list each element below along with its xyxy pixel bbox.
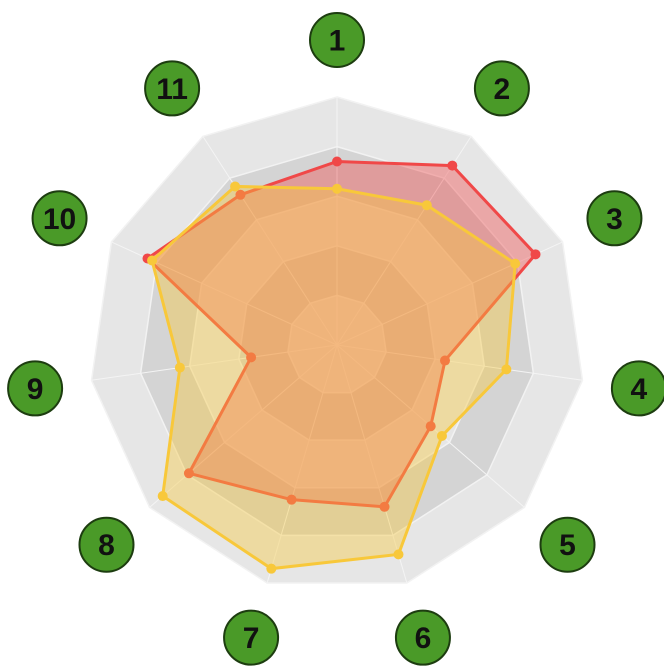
axis-label-badge: 2	[473, 60, 530, 117]
badge-circle	[539, 516, 596, 573]
axis-label-badge: 8	[78, 516, 135, 573]
spoke	[91, 344, 338, 381]
spoke	[266, 344, 338, 584]
data-point	[286, 494, 297, 505]
spoke	[336, 136, 472, 346]
axis-label-badge: 1	[309, 12, 365, 68]
spoke	[202, 136, 338, 346]
badge-circle	[31, 190, 88, 247]
badge-circle	[78, 516, 135, 573]
data-point	[510, 258, 521, 269]
data-point	[183, 468, 194, 479]
axis-label-badge: 3	[586, 190, 643, 247]
data-point	[421, 200, 432, 211]
axis-label-badge: 9	[7, 360, 64, 417]
axis-label: 4	[631, 373, 648, 406]
axis-label: 5	[559, 529, 576, 562]
axis-label-badge: 11	[144, 60, 201, 117]
axis-label-badge: 5	[539, 516, 596, 573]
data-point	[266, 563, 277, 574]
axis-label-badge: 4	[610, 360, 664, 417]
axis-label: 7	[243, 622, 260, 655]
data-point	[440, 355, 451, 366]
axis-label-badge: 7	[223, 609, 280, 666]
data-point	[530, 249, 541, 260]
series-area	[145, 159, 538, 509]
axis-label: 2	[494, 73, 511, 106]
badge-circle	[7, 360, 64, 417]
badge-circle	[610, 360, 664, 417]
data-point	[246, 352, 257, 363]
series-area	[150, 184, 517, 571]
axis-label-badge: 10	[31, 190, 88, 247]
data-point	[174, 362, 185, 373]
axis-label: 1	[329, 25, 346, 58]
axis-label: 6	[415, 622, 432, 655]
data-point	[425, 421, 436, 432]
data-point	[379, 501, 390, 512]
data-point	[157, 491, 168, 502]
axis-label: 10	[43, 203, 76, 236]
data-point	[230, 181, 241, 192]
badge-circle	[473, 60, 530, 117]
axis-label: 11	[156, 73, 188, 106]
badge-circle	[586, 190, 643, 247]
data-point	[436, 430, 447, 441]
data-point	[501, 364, 512, 375]
spoke	[336, 344, 583, 381]
axis-label-badge: 6	[394, 609, 451, 666]
spoke	[336, 241, 563, 346]
data-point	[147, 255, 158, 266]
badge-circle	[309, 12, 365, 68]
data-point	[332, 183, 342, 194]
axis-label: 9	[27, 373, 44, 406]
data-point	[332, 156, 342, 167]
axis-label: 8	[98, 529, 115, 562]
data-point	[447, 160, 458, 171]
badge-circle	[144, 60, 201, 117]
data-point	[393, 549, 404, 560]
data-point	[235, 189, 246, 200]
spoke	[336, 344, 408, 584]
spoke	[149, 344, 338, 508]
axis-label: 3	[606, 203, 623, 236]
badge-circle	[223, 609, 280, 666]
badge-circle	[394, 609, 451, 666]
